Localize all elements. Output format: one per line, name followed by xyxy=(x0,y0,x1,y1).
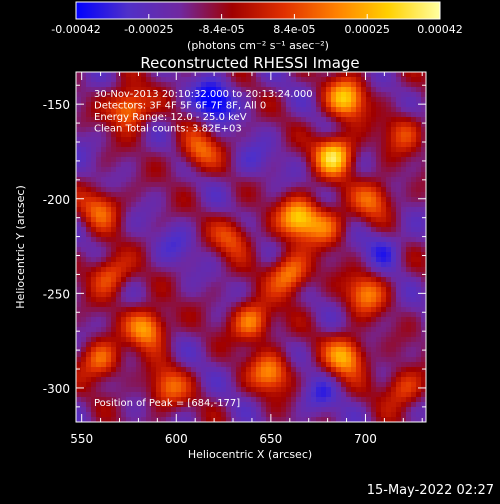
colorbar-tick-label: -8.4e-05 xyxy=(198,23,244,36)
colorbar-tick-label: -0.00042 xyxy=(51,23,100,36)
chart-title: Reconstructed RHESSI Image xyxy=(140,54,359,72)
annotation-line: Energy Range: 12.0 - 25.0 keV xyxy=(94,112,247,123)
plot-frame xyxy=(75,71,427,423)
footer-timestamp: 15-May-2022 02:27 xyxy=(367,483,494,498)
y-tick-label: -150 xyxy=(43,98,70,112)
heatmap-image xyxy=(76,72,426,422)
annotation-line: Detectors: 3F 4F 5F 6F 7F 8F, All 0 xyxy=(94,101,266,112)
peak-label: Position of Peak = [684,-177] xyxy=(94,398,240,409)
axis-ticks: 550 600 650 700 -300 -250 -200 -150 xyxy=(43,72,426,446)
y-tick-label: -200 xyxy=(43,193,70,207)
y-tick-label: -250 xyxy=(43,287,70,301)
colorbar-tick-label: 0.00042 xyxy=(417,23,463,36)
y-tick-label: -300 xyxy=(43,382,70,396)
x-axis-label: Heliocentric X (arcsec) xyxy=(188,448,312,461)
colorbar-ticks: -0.00042 -0.00025 -8.4e-05 8.4e-05 0.00025 0.… xyxy=(51,14,463,36)
annotation-block: 30-Nov-2013 20:10:32.000 to 20:13:24.000… xyxy=(94,89,313,135)
colorbar-unit-label: (photons cm⁻² s⁻¹ asec⁻²) xyxy=(187,39,329,52)
annotation-line: Clean Total counts: 3.82E+03 xyxy=(94,124,242,135)
x-tick-label: 650 xyxy=(259,432,282,446)
colorbar-tick-label: -0.00025 xyxy=(124,23,173,36)
colorbar-tick-label: 0.00025 xyxy=(344,23,390,36)
y-axis-label: Heliocentric Y (arcsec) xyxy=(14,185,27,309)
colorbar-tick-label: 8.4e-05 xyxy=(273,23,315,36)
colorbar xyxy=(75,1,441,20)
x-tick-label: 550 xyxy=(70,432,93,446)
annotation-line: 30-Nov-2013 20:10:32.000 to 20:13:24.000 xyxy=(94,89,313,100)
x-tick-label: 700 xyxy=(354,432,377,446)
x-tick-label: 600 xyxy=(165,432,188,446)
